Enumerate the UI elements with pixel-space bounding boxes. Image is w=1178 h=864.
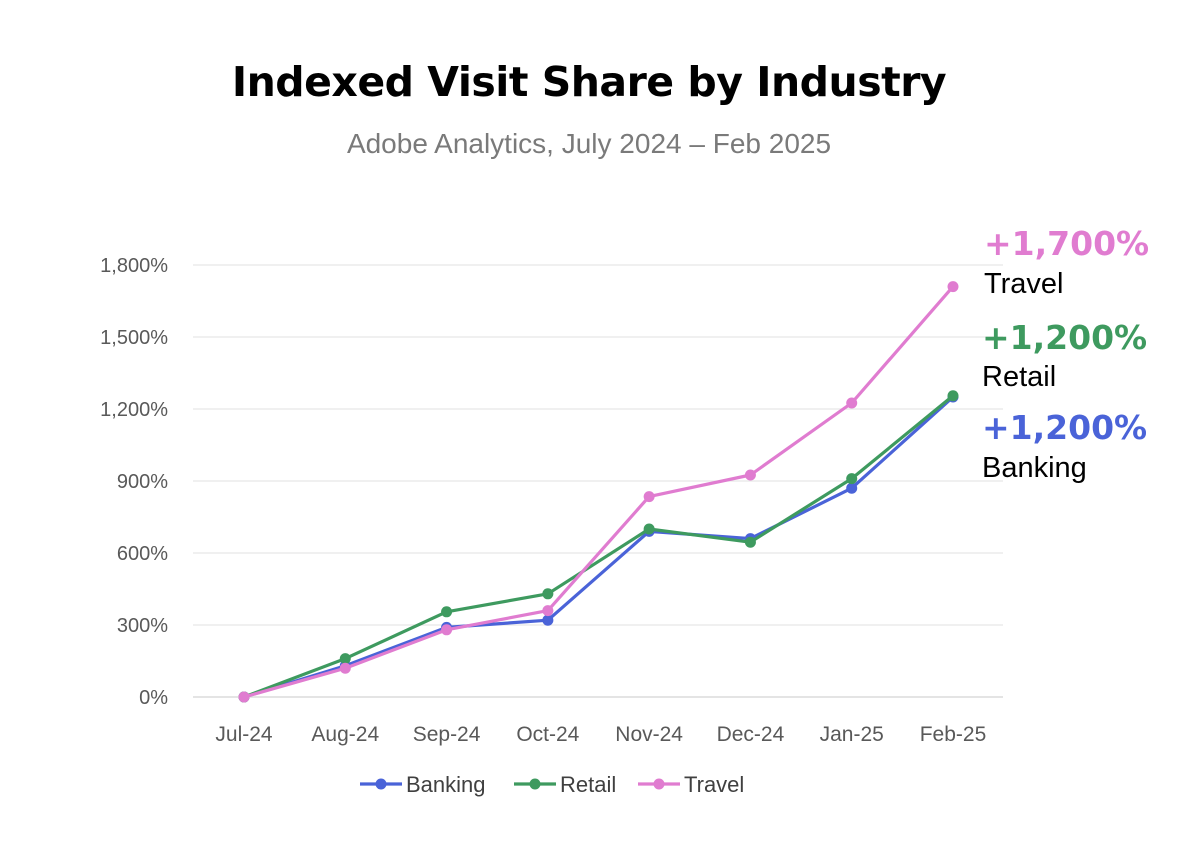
data-point-retail <box>947 390 959 402</box>
x-tick-label: Jan-25 <box>820 723 884 746</box>
data-point-travel <box>643 491 655 503</box>
annotation-banking-label: Banking <box>982 452 1087 484</box>
x-tick-label: Sep-24 <box>413 723 481 746</box>
series-travel <box>238 281 959 703</box>
x-tick-label: Feb-25 <box>920 723 987 746</box>
y-tick-label: 1,200% <box>100 399 168 421</box>
annotation-retail-label: Retail <box>982 361 1057 393</box>
y-tick-label: 600% <box>117 543 168 565</box>
series-line-retail <box>242 394 955 699</box>
y-tick-label: 300% <box>117 615 168 637</box>
x-tick-label: Dec-24 <box>717 723 785 746</box>
annotation-retail-value: +1,200% <box>982 318 1148 357</box>
x-tick-label: Oct-24 <box>516 723 579 746</box>
series-retail <box>238 390 959 703</box>
y-tick-label: 1,500% <box>100 327 168 349</box>
chart-title: Indexed Visit Share by Industry <box>231 58 947 106</box>
x-axis-tick-labels: Jul-24 Aug-24 Sep-24 Oct-24 Nov-24 Dec-24 Jan-… <box>215 723 986 746</box>
y-tick-label: 1,800% <box>100 255 168 277</box>
data-point-retail <box>744 536 756 548</box>
chart-subtitle: Adobe Analytics, July 2024 – Feb 2025 <box>346 128 832 159</box>
data-point-banking <box>846 482 858 494</box>
data-point-retail <box>339 653 351 665</box>
legend-label: Retail <box>560 772 616 797</box>
legend-swatch-marker <box>653 778 665 790</box>
y-axis-tick-labels: 0% 300% 600% 900% 1,200% 1,500% 1,800% <box>100 255 168 709</box>
legend-swatch-marker <box>529 778 541 790</box>
data-point-travel <box>947 281 959 293</box>
legend-label: Travel <box>684 772 744 797</box>
data-point-retail <box>846 473 858 485</box>
legend[interactable]: Banking Retail Travel <box>360 772 744 797</box>
series-line-travel <box>242 285 955 699</box>
y-tick-label: 900% <box>117 471 168 493</box>
annotation-travel-label: Travel <box>984 268 1064 300</box>
data-point-travel <box>846 397 858 409</box>
legend-swatch-marker <box>375 778 387 790</box>
data-point-travel <box>441 624 453 636</box>
data-point-travel <box>542 605 554 617</box>
data-point-retail <box>441 606 453 618</box>
data-point-retail <box>643 523 655 535</box>
x-tick-label: Jul-24 <box>215 723 273 746</box>
x-tick-label: Aug-24 <box>311 723 379 746</box>
data-point-travel <box>744 469 756 481</box>
data-point-banking <box>542 614 554 626</box>
y-tick-label: 0% <box>139 687 168 709</box>
annotation-banking-value: +1,200% <box>982 408 1148 447</box>
annotation-travel-value: +1,700% <box>984 224 1150 263</box>
data-point-travel <box>339 662 351 674</box>
data-series <box>238 281 959 703</box>
x-tick-label: Nov-24 <box>615 723 683 746</box>
legend-label: Banking <box>406 772 486 797</box>
legend-item-banking[interactable]: Banking <box>360 772 486 797</box>
gridlines <box>193 264 1003 698</box>
series-line-banking <box>242 395 955 699</box>
data-point-retail <box>542 588 554 600</box>
legend-item-retail[interactable]: Retail <box>514 772 616 797</box>
data-point-travel <box>238 691 250 703</box>
legend-item-travel[interactable]: Travel <box>638 772 744 797</box>
